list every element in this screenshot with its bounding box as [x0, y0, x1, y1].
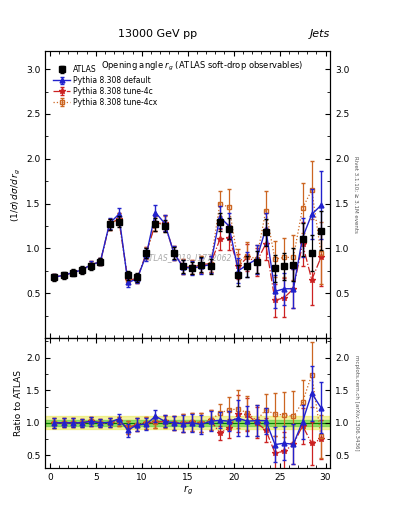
Text: Jets: Jets: [310, 29, 330, 39]
Legend: ATLAS, Pythia 8.308 default, Pythia 8.308 tune-4c, Pythia 8.308 tune-4cx: ATLAS, Pythia 8.308 default, Pythia 8.30…: [52, 63, 159, 109]
X-axis label: $r_g$: $r_g$: [183, 484, 193, 497]
Bar: [45, 419, 330, 426]
Y-axis label: mcplots.cern.ch [arXiv:1306.3436]: mcplots.cern.ch [arXiv:1306.3436]: [354, 355, 358, 451]
Bar: [45, 416, 330, 430]
Text: 13000 GeV pp: 13000 GeV pp: [118, 29, 197, 39]
Y-axis label: Ratio to ATLAS: Ratio to ATLAS: [14, 370, 23, 436]
Y-axis label: Rivet 3.1.10; ≥ 3.1M events: Rivet 3.1.10; ≥ 3.1M events: [354, 156, 358, 233]
Text: Opening angle $r_g$ (ATLAS soft-drop observables): Opening angle $r_g$ (ATLAS soft-drop obs…: [101, 60, 303, 73]
Text: ATLAS_2019_I1772062: ATLAS_2019_I1772062: [144, 253, 231, 262]
Y-axis label: $(1/\sigma)\,d\sigma/d\,r_g$: $(1/\sigma)\,d\sigma/d\,r_g$: [10, 167, 23, 222]
